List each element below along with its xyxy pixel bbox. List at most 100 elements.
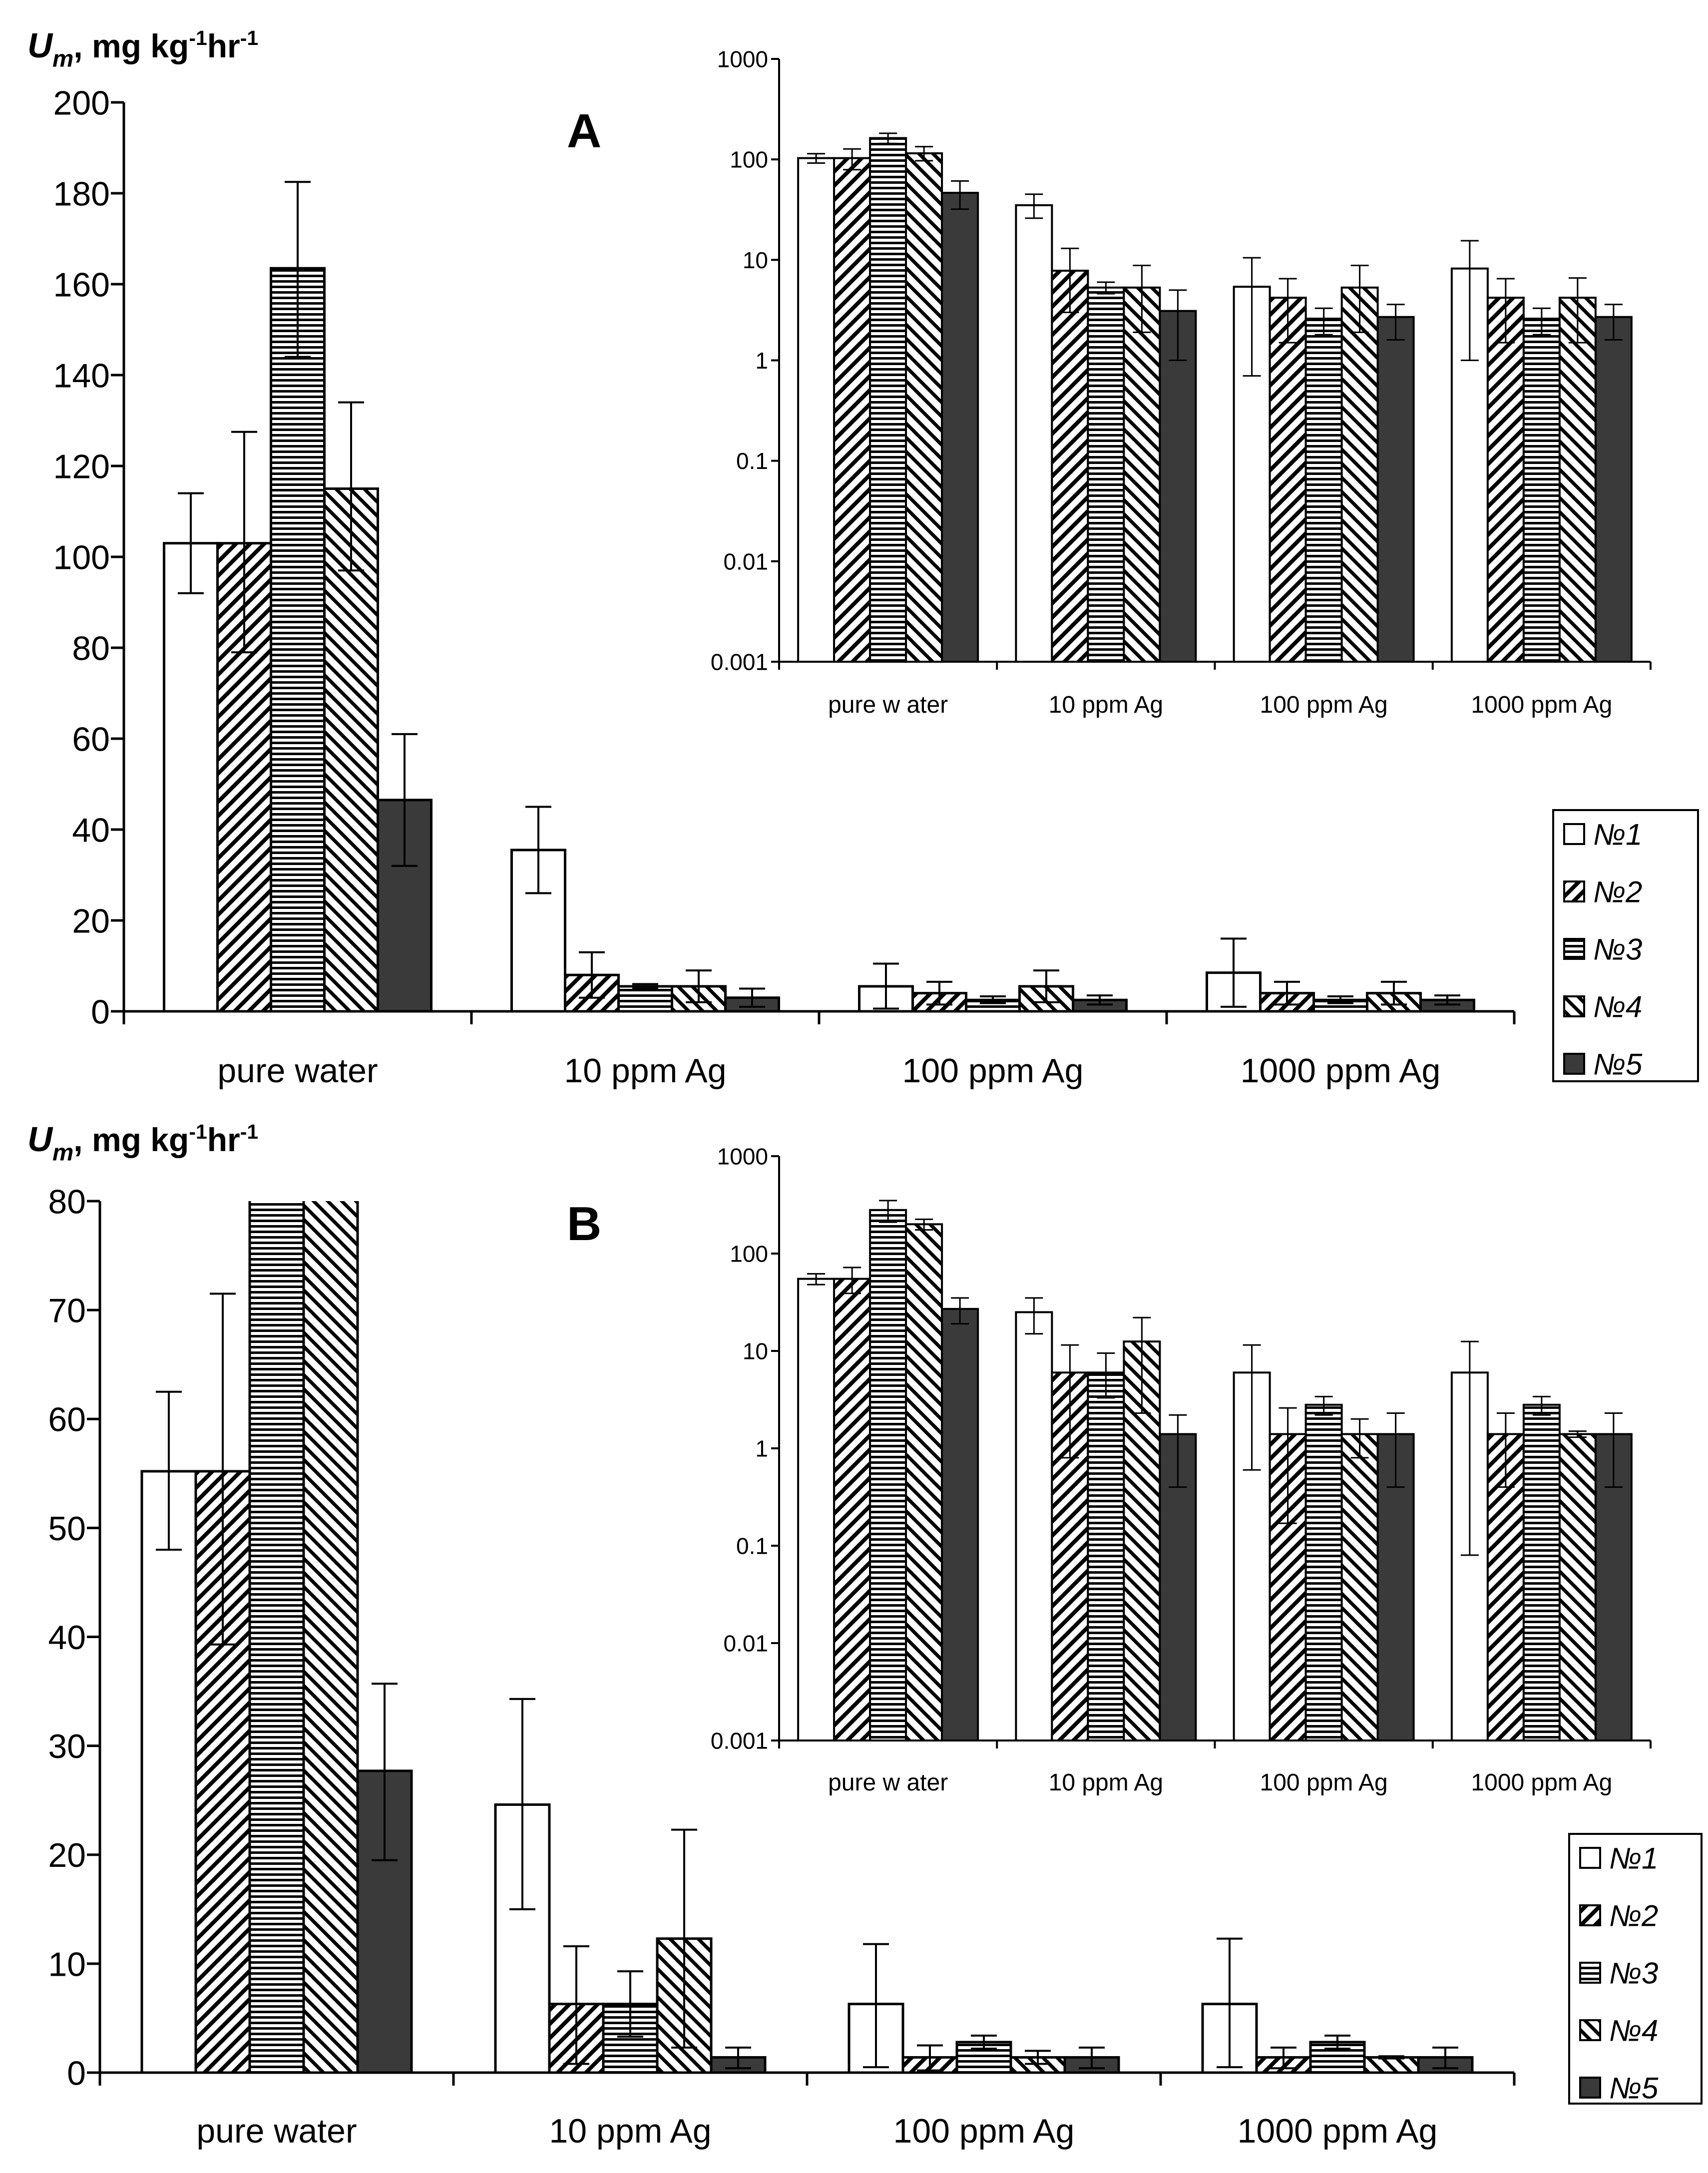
chart-panel-B-main: 0 10 20 30 40 50 60 70 80 pure water 10 ppm Ag 100 … <box>27 1120 1703 2150</box>
error-bar-A-main-s5-c4 <box>1434 994 1460 1006</box>
legend-label-2: №2 <box>1593 875 1642 909</box>
legend-label-3: №3 <box>1593 933 1642 966</box>
error-bar-B-main-s2-c3 <box>917 2044 943 2072</box>
bar-B-inset-s4-c4 <box>1558 1433 1597 1742</box>
error-bar-B-inset-s1-c3 <box>1243 1344 1261 1471</box>
bar-A-inset-s2-c1 <box>833 157 871 663</box>
error-bar-B-main-s2-c4 <box>1271 2046 1296 2070</box>
error-bar-B-inset-s1-c2 <box>1025 1297 1043 1335</box>
error-bar-B-main-s1-c1 <box>156 1390 182 1551</box>
error-bar-A-main-s5-c2 <box>739 987 765 1008</box>
error-bar-B-main-s2-c2 <box>563 1945 589 2065</box>
bar-B-inset-s1-c1 <box>797 1278 836 1742</box>
error-bar-A-main-s2-c4 <box>1274 980 1300 1006</box>
error-bar-A-inset-s5-c4 <box>1604 304 1623 341</box>
x-category-label: 1000 ppm Ag <box>1471 692 1612 718</box>
error-bar-B-main-s1-c3 <box>863 1943 889 2069</box>
bar-B-inset-s3-c1 <box>869 1209 907 1741</box>
y-tick-label: 160 <box>53 266 110 304</box>
chart-panel-A-main: 0 20 40 60 80 100 120 140 160 180 200 pure water 10 … <box>27 26 1699 1090</box>
x-category-label: 100 ppm Ag <box>893 2112 1075 2150</box>
legend: №1 №2 №3 №4 №5 <box>1552 809 1699 1082</box>
error-bar-A-inset-s3-c4 <box>1532 307 1551 336</box>
legend-label-3: №3 <box>1609 1957 1658 1990</box>
y-tick-label: 0.01 <box>723 548 768 574</box>
error-bar-A-main-s4-c4 <box>1381 980 1407 1006</box>
bar-A-inset-s5-c4 <box>1594 316 1633 663</box>
error-bar-B-main-s4-c2 <box>671 1828 697 2049</box>
error-bar-A-inset-s2-c3 <box>1279 278 1297 344</box>
y-tick-label: 0.1 <box>736 448 768 474</box>
x-category-label: 1000 ppm Ag <box>1471 1769 1612 1796</box>
error-bar-B-inset-s5-c3 <box>1386 1412 1405 1488</box>
legend-swatch-1 <box>1563 823 1585 845</box>
bar-A-inset-s1-c4 <box>1450 267 1489 663</box>
y-tick-label: 40 <box>72 811 110 849</box>
error-bar-A-inset-s2-c1 <box>843 148 861 171</box>
x-category-label: pure water <box>196 2112 357 2150</box>
error-bar-A-main-s3-c4 <box>1327 995 1353 1004</box>
error-bar-B-main-s5-c2 <box>725 2046 751 2070</box>
error-bar-A-inset-s3-c1 <box>879 132 897 144</box>
bar-A-inset-s1-c2 <box>1015 204 1053 663</box>
y-tick-label: 140 <box>53 357 110 395</box>
error-bar-A-main-s5-c1 <box>392 733 418 867</box>
x-category-label: pure w ater <box>828 1769 948 1796</box>
error-bar-A-main-s4-c2 <box>686 969 712 1003</box>
y-tick-label: 1 <box>755 348 768 374</box>
legend-label-1: №1 <box>1593 818 1642 852</box>
error-bar-A-inset-s1-c2 <box>1025 193 1043 219</box>
error-bar-A-main-s4-c3 <box>1033 969 1059 1003</box>
error-bar-A-inset-s5-c1 <box>951 180 969 210</box>
error-bar-A-inset-s1-c3 <box>1243 257 1261 377</box>
y-tick-label: 0 <box>91 993 110 1031</box>
y-tick-label: 50 <box>48 1510 86 1548</box>
error-bar-B-inset-s2-c1 <box>843 1267 861 1295</box>
y-tick-label: 0.1 <box>736 1533 768 1559</box>
error-bar-B-main-s4-c4 <box>1378 2055 1404 2060</box>
x-category-label: 100 ppm Ag <box>902 1052 1084 1090</box>
error-bar-B-inset-s4-c1 <box>915 1218 933 1231</box>
legend-swatch-2 <box>1563 880 1585 902</box>
x-category-label: 10 ppm Ag <box>564 1052 726 1090</box>
bar-B-inset-s3-c2 <box>1087 1371 1125 1741</box>
bar-A-inset-s5-c3 <box>1376 316 1415 663</box>
y-tick-label: 10 <box>743 247 768 273</box>
legend-swatch-4 <box>1563 995 1585 1017</box>
y-tick-label: 80 <box>48 1183 86 1221</box>
error-bar-A-inset-s4-c2 <box>1133 265 1151 333</box>
bar-A-inset-s4-c1 <box>905 152 943 663</box>
error-bar-B-inset-s4-c4 <box>1568 1430 1587 1438</box>
y-tick-label: 120 <box>53 447 110 485</box>
error-bar-A-inset-s5-c2 <box>1169 289 1187 361</box>
y-axis-title: Um, mg kg-1hr-1 <box>27 26 258 72</box>
error-bar-A-inset-s3-c2 <box>1097 281 1115 295</box>
error-bar-B-inset-s4-c2 <box>1133 1316 1151 1414</box>
bar-A-inset-s2-c3 <box>1269 297 1307 663</box>
bar-A-main-s3-c1 <box>270 267 326 1013</box>
legend-swatch-3 <box>1579 1962 1601 1984</box>
x-category-label: 100 ppm Ag <box>1260 692 1388 718</box>
bar-B-main-s1-c1 <box>140 1470 197 2074</box>
y-tick-label: 100 <box>53 538 110 576</box>
bar-A-inset-s3-c3 <box>1304 318 1343 663</box>
error-bar-B-inset-s2-c2 <box>1061 1344 1079 1459</box>
y-tick-label: 100 <box>730 147 768 173</box>
error-bar-A-inset-s2-c4 <box>1496 278 1515 344</box>
error-bar-A-main-s3-c2 <box>632 983 658 990</box>
error-bar-B-inset-s2-c3 <box>1279 1407 1297 1524</box>
bar-A-inset-s3-c1 <box>869 137 907 663</box>
legend-label-4: №4 <box>1609 2014 1658 2048</box>
legend-swatch-5 <box>1579 2077 1601 2099</box>
error-bar-A-main-s4-c1 <box>338 401 364 572</box>
error-bar-A-main-s2-c2 <box>579 951 605 999</box>
bar-A-inset-s4-c2 <box>1123 286 1161 663</box>
error-bar-B-main-s2-c1 <box>210 1293 236 1646</box>
error-bar-B-inset-s5-c4 <box>1604 1412 1623 1488</box>
bar-A-inset-s5-c2 <box>1159 310 1197 663</box>
y-tick-label: 1 <box>755 1436 768 1462</box>
error-bar-A-main-s1-c1 <box>178 492 204 594</box>
error-bar-B-inset-s3-c1 <box>879 1200 897 1223</box>
